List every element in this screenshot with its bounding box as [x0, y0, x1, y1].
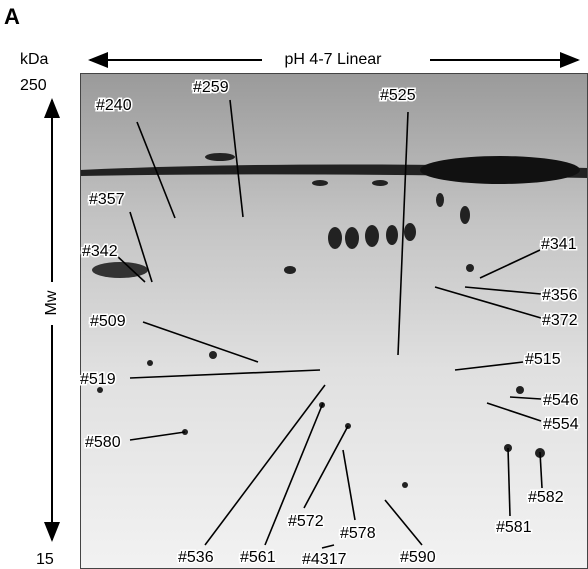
leader-line — [434, 286, 542, 319]
leader-line — [136, 121, 176, 219]
leader-line — [116, 255, 146, 283]
leader-line — [486, 402, 542, 422]
spot-label: #4317 — [302, 551, 347, 568]
leader-line — [129, 431, 186, 441]
unit-label: kDa — [20, 51, 49, 68]
spot-label: #372 — [542, 312, 578, 329]
leader-line — [384, 499, 423, 546]
leader-line — [464, 286, 542, 295]
arrows — [44, 52, 580, 542]
spot-label: #572 — [288, 513, 324, 530]
leader-line — [142, 321, 259, 363]
spot-label: #356 — [542, 287, 578, 304]
leader-line — [397, 111, 409, 356]
gel-image — [80, 73, 588, 569]
leader-line — [342, 449, 356, 521]
leader-line — [229, 99, 244, 218]
leader-line — [509, 396, 542, 400]
leader-line — [507, 447, 511, 517]
spot-label: #580 — [85, 434, 121, 451]
spot-label: #357 — [89, 191, 125, 208]
top-mass: 250 — [20, 77, 47, 94]
bottom-mass: 15 — [36, 551, 54, 568]
leader-line — [321, 544, 335, 549]
mw-label: Mw — [43, 290, 60, 315]
spot-label: #590 — [400, 549, 436, 566]
spot-label: #536 — [178, 549, 214, 566]
spot-label: #578 — [340, 525, 376, 542]
leader-line — [129, 211, 153, 283]
spot-label: #341 — [541, 236, 577, 253]
spot-label: #259 — [193, 79, 229, 96]
spot-label: #582 — [528, 489, 564, 506]
leader-line — [539, 451, 543, 489]
spot-annotations: #259 #240 #525 #357 #342 #341 #356 #372 #509 #515… — [79, 78, 581, 569]
spot-label: #525 — [380, 87, 416, 104]
spot-label: #554 — [543, 416, 579, 433]
panel-label: A — [4, 4, 20, 29]
leader-line — [129, 369, 321, 379]
leader-line — [454, 361, 524, 371]
spot-label: #546 — [543, 392, 579, 409]
spot-label: #509 — [90, 313, 126, 330]
spot-label: #561 — [240, 549, 276, 566]
leader-line — [479, 249, 541, 279]
spot-label: #342 — [82, 243, 118, 260]
spot-label: #519 — [80, 371, 116, 388]
spot-label: #515 — [525, 351, 561, 368]
leader-line — [204, 384, 326, 546]
leader-line — [264, 402, 324, 546]
spot-label: #240 — [96, 97, 132, 114]
ph-label: pH 4-7 Linear — [285, 51, 383, 68]
spot-label: #581 — [496, 519, 532, 536]
leader-line — [303, 425, 349, 509]
